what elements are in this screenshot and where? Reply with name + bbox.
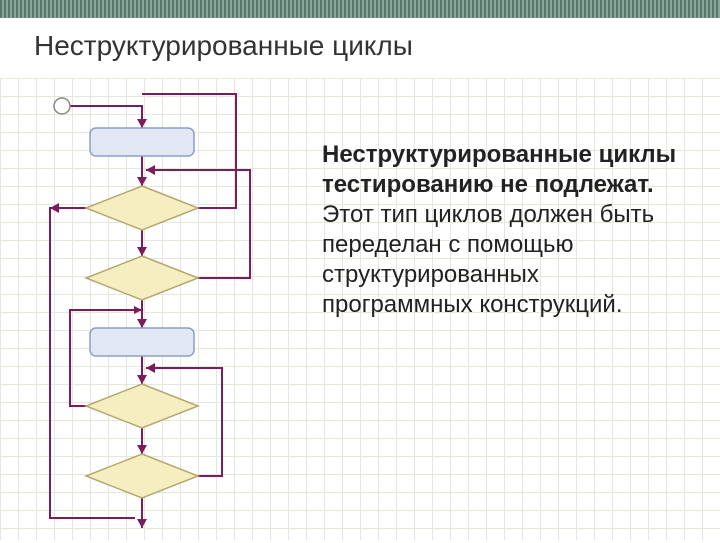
flowchart-diagram xyxy=(0,78,300,538)
body-bold: Неструктурированные циклы тестированию н… xyxy=(322,141,676,198)
body-regular: Этот тип циклов должен быть переделан с … xyxy=(322,201,654,318)
flowchart-svg xyxy=(0,78,300,538)
body-text: Неструктурированные циклы тестированию н… xyxy=(322,140,692,320)
page-title: Неструктурированные циклы xyxy=(34,30,413,62)
decorative-top-bar xyxy=(0,0,720,18)
